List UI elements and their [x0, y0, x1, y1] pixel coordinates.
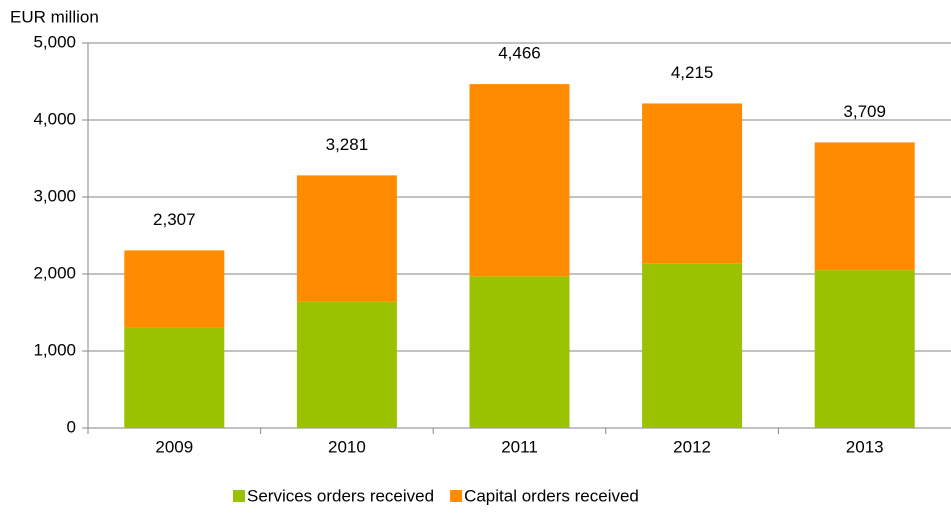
- x-tick-label: 2013: [846, 437, 884, 456]
- bar-segment: [124, 327, 225, 428]
- legend-swatch: [233, 490, 245, 502]
- bar-segment: [296, 301, 397, 428]
- y-tick-label: 5,000: [33, 32, 76, 51]
- x-tick-label: 2009: [155, 437, 193, 456]
- bar-segment: [642, 103, 743, 264]
- x-tick-label: 2011: [501, 437, 538, 456]
- bar-segment: [124, 250, 225, 328]
- y-axis-label: EUR million: [10, 7, 99, 26]
- bar-segment: [469, 276, 570, 428]
- bar-segment: [296, 175, 397, 302]
- x-tick-label: 2012: [673, 437, 711, 456]
- bar-segment: [814, 142, 915, 271]
- legend-label: Capital orders received: [464, 486, 639, 505]
- bar-segment: [814, 270, 915, 428]
- y-tick-label: 0: [67, 417, 76, 436]
- total-label: 3,281: [326, 135, 369, 154]
- bar-segment: [469, 84, 570, 277]
- bar-segment: [642, 263, 743, 428]
- x-tick-label: 2010: [328, 437, 366, 456]
- legend-label: Services orders received: [247, 486, 434, 505]
- total-label: 4,466: [498, 44, 541, 63]
- total-label: 3,709: [843, 102, 886, 121]
- y-tick-label: 2,000: [33, 263, 76, 282]
- legend-swatch: [450, 490, 463, 502]
- y-tick-label: 3,000: [33, 186, 76, 205]
- total-label: 4,215: [671, 63, 714, 82]
- y-tick-label: 4,000: [33, 109, 76, 128]
- y-tick-label: 1,000: [33, 340, 76, 359]
- total-label: 2,307: [153, 210, 196, 229]
